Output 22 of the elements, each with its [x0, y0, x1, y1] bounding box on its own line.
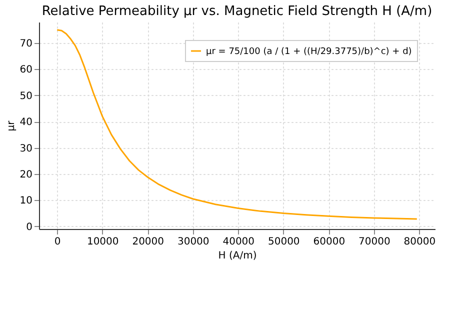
x-tick-label: 0: [54, 236, 61, 248]
y-tick-label: 70: [20, 38, 32, 50]
x-tick-label: 60000: [313, 236, 346, 248]
y-tick-label: 10: [20, 196, 32, 207]
x-tick-label: 30000: [177, 236, 210, 248]
line-series: [56, 29, 418, 220]
y-tick-label: 0: [26, 222, 32, 233]
x-tick-label: 80000: [404, 236, 436, 248]
y-tick-label: 20: [20, 169, 32, 180]
x-tick-label: 40000: [222, 236, 255, 248]
y-tick-label: 60: [20, 64, 32, 76]
y-tick-label: 50: [20, 90, 32, 102]
chart-title: Relative Permeability μr vs. Magnetic Field Strength H (A/m): [42, 4, 432, 19]
x-tick-label: 10000: [86, 236, 119, 248]
x-tick-label: 50000: [268, 236, 300, 248]
x-tick-label: 20000: [132, 236, 164, 248]
x-tick-label: 70000: [358, 236, 390, 248]
y-axis-title: μr: [6, 120, 17, 132]
legend-label: μr = 75/100 (a / (1 + ((H/29.3775)/b)^c) + d): [206, 47, 412, 57]
x-axis-title: H (A/m): [218, 250, 257, 262]
y-tick-label: 30: [20, 143, 32, 154]
y-tick-label: 40: [20, 117, 32, 128]
